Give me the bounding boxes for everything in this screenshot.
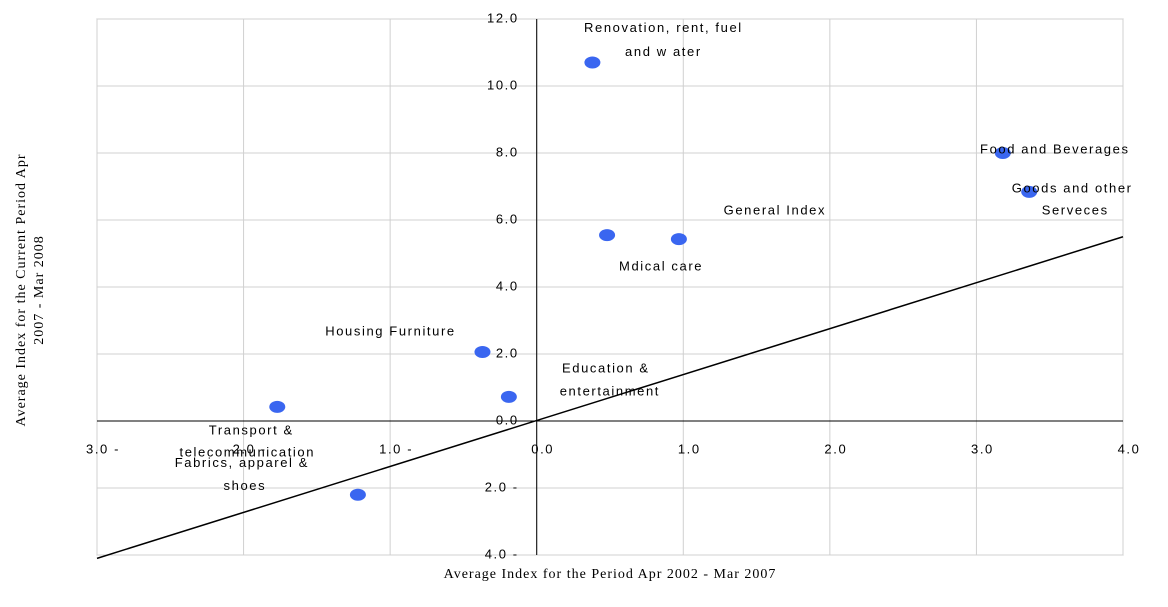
- x-tick-label: 3.0 -: [86, 441, 120, 456]
- point-label: Serveces: [1042, 202, 1109, 217]
- point-label: Food and Beverages: [980, 141, 1130, 156]
- x-tick-label: 4.0: [1118, 441, 1141, 456]
- x-tick-label: 1.0: [678, 441, 701, 456]
- y-axis-title: Average Index for the Current Period Apr…: [14, 154, 47, 427]
- point-label: Transport &: [209, 422, 294, 437]
- point: [599, 229, 616, 242]
- point-label: Renovation, rent, fuel: [584, 20, 743, 35]
- x-tick-label: 0.0: [531, 441, 554, 456]
- trend-line: [96, 236, 1124, 560]
- point-label: telecommunication: [179, 444, 315, 459]
- y-tick-label: 2.0 -: [485, 479, 519, 494]
- point-label: Fabrics, apparel &: [175, 455, 309, 470]
- y-tick-label: 0.0: [496, 412, 519, 427]
- point: [349, 488, 366, 501]
- y-tick-label: 12.0: [487, 10, 519, 25]
- y-tick-label: 10.0: [487, 77, 519, 92]
- y-axis-title-line: 2007 - Mar 2008: [32, 235, 47, 345]
- point-label: entertainment: [560, 383, 660, 398]
- point: [269, 400, 286, 413]
- point: [584, 56, 601, 69]
- y-axis-title-line: Average Index for the Current Period Apr: [14, 154, 29, 427]
- x-tick-label: 3.0: [971, 441, 994, 456]
- x-axis-title: Average Index for the Period Apr 2002 - …: [444, 567, 777, 582]
- point-label: Mdical care: [619, 259, 703, 274]
- point-label: and w ater: [625, 44, 702, 59]
- point-label: Goods and other: [1012, 180, 1133, 195]
- x-tick-label: 2.0: [824, 441, 847, 456]
- y-tick-label: 2.0: [496, 345, 519, 360]
- x-tick-label: 1.0 -: [379, 441, 413, 456]
- y-tick-label: 4.0 -: [485, 546, 519, 561]
- y-tick-label: 8.0: [496, 144, 519, 159]
- point-label: shoes: [224, 478, 267, 493]
- point-label: General Index: [724, 203, 826, 218]
- point: [994, 147, 1011, 159]
- point: [1021, 185, 1038, 198]
- point: [500, 390, 517, 403]
- y-tick-label: 6.0: [496, 211, 519, 226]
- point-label: Education &: [562, 360, 650, 375]
- y-tick-label: 4.0: [496, 278, 519, 293]
- point: [670, 233, 687, 246]
- point: [474, 345, 491, 358]
- point-label: Housing Furniture: [325, 323, 456, 338]
- x-tick-label: 2.0 -: [233, 441, 267, 456]
